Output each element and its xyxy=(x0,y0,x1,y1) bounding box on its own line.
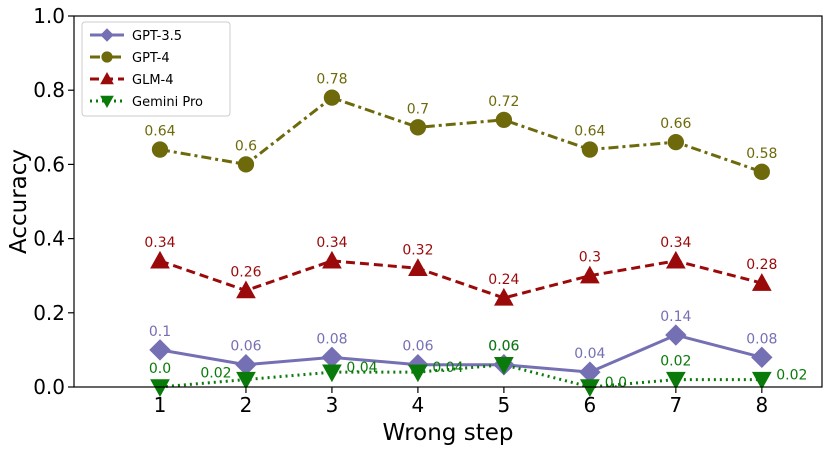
data-label: 0.0 xyxy=(149,361,171,377)
data-point xyxy=(322,364,342,383)
data-point xyxy=(408,258,428,276)
data-point xyxy=(408,364,428,383)
data-label: 0.34 xyxy=(144,235,175,251)
data-label: 0.3 xyxy=(579,250,601,266)
x-tick-label: 7 xyxy=(669,393,682,417)
data-point xyxy=(580,265,600,284)
plot-frame xyxy=(73,15,823,388)
data-point xyxy=(323,89,341,106)
y-tick-label: 0.6 xyxy=(33,152,65,176)
data-label: 0.26 xyxy=(230,265,261,281)
data-label: 0.0 xyxy=(605,375,627,391)
data-point xyxy=(667,133,684,151)
data-point xyxy=(753,163,770,180)
x-tick-label: 2 xyxy=(240,393,253,417)
legend-box xyxy=(81,21,231,117)
y-tick-label: 0.2 xyxy=(33,301,65,325)
data-label: 0.32 xyxy=(402,242,433,258)
y-tick-label: 0.0 xyxy=(33,375,65,399)
data-label: 0.34 xyxy=(660,235,691,251)
data-point xyxy=(321,346,343,369)
legend: GPT-3.5 GPT-4 GLM-4 Gemini Pro xyxy=(81,21,231,117)
legend-label: GLM-4 xyxy=(132,73,174,88)
series-lines xyxy=(159,95,763,389)
axis-ticks: 1 2 3 4 5 6 7 8 0.0 0.2 0.4 0.6 0.8 1.0 xyxy=(33,4,768,417)
y-tick-label: 1.0 xyxy=(33,4,65,28)
data-point xyxy=(579,361,601,383)
data-label: 0.1 xyxy=(149,324,171,340)
data-label: 0.34 xyxy=(316,235,347,251)
data-label: 0.28 xyxy=(746,257,777,273)
data-label: 0.06 xyxy=(402,339,433,355)
data-point xyxy=(236,371,256,390)
data-point xyxy=(322,250,342,269)
x-tick-label: 1 xyxy=(154,393,167,417)
data-label: 0.64 xyxy=(574,124,605,140)
data-point xyxy=(580,379,600,398)
data-point xyxy=(494,287,514,306)
data-point xyxy=(581,141,599,158)
x-tick-label: 6 xyxy=(583,393,596,417)
x-tick-label: 8 xyxy=(755,393,768,417)
data-point xyxy=(149,339,171,361)
data-label: 0.08 xyxy=(316,331,347,347)
data-labels: 0.1 0.06 0.08 0.06 0.06 0.04 0.14 0.08 0.64 0.6 0.… xyxy=(144,72,807,391)
series-line-gemini-pro xyxy=(159,363,762,389)
y-axis-title: Accuracy xyxy=(6,149,32,254)
data-label: 0.02 xyxy=(776,368,807,384)
data-label: 0.04 xyxy=(346,360,377,376)
data-point xyxy=(751,371,772,390)
data-point xyxy=(495,111,513,129)
data-point xyxy=(151,141,169,158)
data-label: 0.14 xyxy=(660,309,691,325)
x-axis-title: Wrong step xyxy=(383,420,514,446)
data-label: 0.24 xyxy=(488,272,519,288)
data-point xyxy=(150,379,170,398)
y-tick-label: 0.8 xyxy=(33,78,65,102)
data-point xyxy=(235,354,257,376)
data-label: 0.66 xyxy=(660,116,691,132)
data-label: 0.08 xyxy=(746,331,777,347)
data-label: 0.04 xyxy=(574,346,605,362)
data-label: 0.02 xyxy=(660,354,691,370)
data-label: 0.64 xyxy=(144,124,175,140)
data-label: 0.78 xyxy=(316,72,347,88)
data-label: 0.04 xyxy=(432,360,463,376)
legend-label: GPT-3.5 xyxy=(132,29,182,44)
series-line-gpt-4 xyxy=(159,95,763,174)
data-point xyxy=(665,371,686,390)
data-point xyxy=(665,250,686,269)
data-point xyxy=(665,324,687,346)
data-label: 0.06 xyxy=(488,339,519,355)
data-point xyxy=(494,357,514,375)
series-line-gpt-3-5 xyxy=(159,333,763,374)
x-tick-label: 3 xyxy=(326,393,339,417)
data-label: 0.06 xyxy=(230,339,261,355)
legend-marker xyxy=(100,95,114,109)
data-point xyxy=(751,273,772,291)
data-point xyxy=(409,119,427,136)
legend-marker xyxy=(101,51,113,63)
x-tick-label: 4 xyxy=(412,393,425,417)
data-point xyxy=(751,346,773,369)
y-tick-label: 0.4 xyxy=(33,227,65,251)
data-label: 0.7 xyxy=(407,101,429,117)
legend-marker xyxy=(100,28,114,42)
data-label: 0.6 xyxy=(235,138,257,154)
data-point xyxy=(237,156,255,173)
data-label: 0.02 xyxy=(200,366,231,382)
data-label: 0.06 xyxy=(488,339,519,355)
data-label: 0.72 xyxy=(488,94,519,110)
x-tick-label: 5 xyxy=(498,393,511,417)
legend-marker xyxy=(100,71,114,85)
legend-label: Gemini Pro xyxy=(132,95,203,110)
data-label: 0.58 xyxy=(746,146,777,162)
legend-label: GPT-4 xyxy=(132,51,170,66)
data-point xyxy=(150,250,170,269)
series-markers xyxy=(149,89,773,398)
series-line-glm-4 xyxy=(159,259,763,300)
data-point xyxy=(236,280,256,299)
